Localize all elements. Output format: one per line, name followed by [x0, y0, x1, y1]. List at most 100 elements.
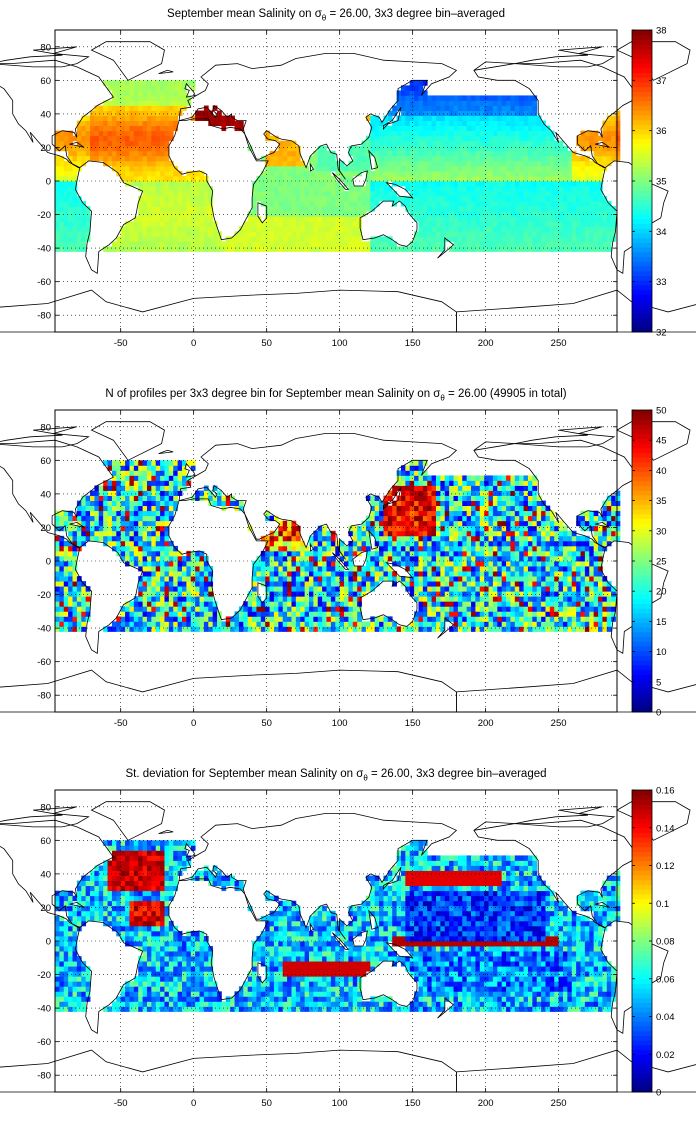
data-cell	[116, 145, 122, 152]
data-cell	[497, 216, 503, 222]
data-cell	[387, 115, 393, 121]
data-cell	[247, 621, 253, 627]
data-cell	[225, 115, 231, 121]
data-cell	[352, 566, 358, 572]
data-cell	[488, 545, 494, 552]
data-cell	[519, 201, 524, 207]
data-cell	[352, 591, 358, 597]
data-cell	[361, 155, 367, 162]
data-cell	[479, 535, 485, 542]
data-cell	[68, 621, 73, 627]
data-cell	[142, 555, 148, 562]
data-cell	[269, 191, 275, 197]
data-cell	[63, 616, 69, 622]
data-cell	[598, 555, 603, 562]
data-cell	[400, 626, 406, 632]
data-cell	[440, 120, 446, 127]
data-cell	[365, 175, 371, 182]
data-cell	[435, 606, 441, 612]
data-cell	[85, 211, 91, 217]
data-cell	[186, 95, 192, 101]
data-cell	[370, 150, 376, 157]
data-cell	[291, 545, 297, 552]
data-cell	[256, 231, 262, 237]
data-cell	[554, 211, 560, 217]
data-cell	[449, 155, 454, 162]
data-cell	[471, 216, 476, 222]
data-cell	[562, 196, 568, 202]
data-cell	[160, 221, 165, 227]
data-cell	[330, 621, 336, 627]
data-cell	[506, 120, 511, 127]
data-cell	[129, 130, 135, 137]
data-cell	[116, 616, 122, 622]
data-cell	[488, 581, 494, 587]
data-cell	[304, 241, 310, 247]
data-cell	[497, 596, 503, 602]
colorbar-segment	[632, 185, 652, 191]
data-cell	[273, 165, 279, 172]
data-cell	[168, 540, 174, 547]
data-cell	[344, 606, 349, 612]
data-cell	[116, 100, 122, 106]
data-cell	[90, 125, 95, 132]
data-cell	[173, 105, 179, 111]
data-cell	[252, 226, 257, 232]
data-cell	[234, 241, 240, 247]
data-cell	[304, 576, 310, 582]
data-cell	[536, 241, 542, 247]
data-cell	[76, 611, 82, 617]
data-cell	[182, 231, 187, 237]
data-cell	[199, 170, 205, 177]
data-cell	[335, 165, 341, 172]
data-cell	[431, 236, 437, 242]
data-cell	[370, 181, 376, 187]
data-cell	[580, 206, 586, 212]
data-cell	[471, 196, 476, 202]
data-cell	[208, 581, 214, 587]
data-cell	[63, 606, 69, 612]
data-cell	[536, 115, 542, 121]
data-cell	[265, 165, 270, 172]
data-cell	[488, 621, 494, 627]
data-cell	[519, 110, 524, 116]
data-cell	[497, 125, 503, 132]
data-cell	[352, 191, 358, 197]
data-cell	[199, 181, 205, 187]
data-cell	[120, 105, 126, 111]
data-cell	[182, 85, 187, 91]
data-cell	[190, 596, 196, 602]
data-cell	[322, 201, 327, 207]
data-cell	[287, 186, 292, 192]
data-cell	[479, 191, 485, 197]
data-cell	[269, 175, 275, 182]
data-cell	[488, 145, 494, 152]
data-cell	[199, 566, 205, 572]
data-cell	[326, 581, 332, 587]
data-cell	[387, 135, 393, 142]
data-cell	[488, 616, 494, 622]
data-cell	[168, 186, 174, 192]
data-cell	[252, 591, 257, 597]
data-cell	[405, 550, 411, 557]
y-tick-label: -60	[37, 277, 51, 288]
data-cell	[68, 226, 73, 232]
data-cell	[252, 246, 257, 252]
data-cell	[510, 566, 516, 572]
data-cell	[532, 576, 538, 582]
data-cell	[444, 601, 450, 607]
data-cell	[418, 241, 424, 247]
data-cell	[554, 150, 560, 157]
data-cell	[370, 170, 376, 177]
data-cell	[357, 611, 362, 617]
data-cell	[488, 130, 494, 137]
data-cell	[475, 175, 481, 182]
data-cell	[313, 611, 319, 617]
data-cell	[453, 211, 459, 217]
data-cell	[146, 95, 152, 101]
data-cell	[567, 221, 573, 227]
data-cell	[418, 160, 424, 167]
data-cell	[405, 196, 411, 202]
data-cell	[317, 621, 323, 627]
data-cell	[440, 561, 446, 567]
